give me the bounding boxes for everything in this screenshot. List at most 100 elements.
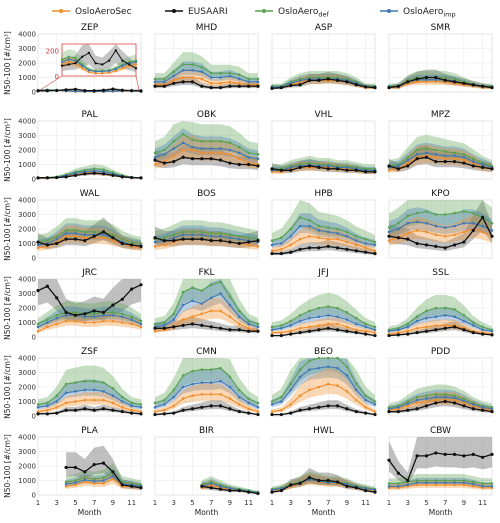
marker-obs	[111, 470, 115, 474]
marker-imp	[163, 324, 166, 327]
marker-imp	[434, 153, 438, 156]
marker-obs	[153, 412, 157, 417]
marker-sec	[397, 331, 400, 334]
marker-imp	[453, 315, 456, 319]
marker-imp	[228, 303, 232, 307]
inset-marker-sec	[121, 67, 124, 70]
marker-obs	[373, 252, 377, 256]
marker-obs	[101, 310, 106, 314]
inset-marker-imp	[87, 69, 91, 72]
marker-imp	[373, 403, 377, 406]
marker-imp	[256, 325, 260, 329]
marker-obs	[345, 407, 349, 411]
marker-def	[289, 227, 293, 231]
marker-obs	[434, 401, 438, 405]
band-imp	[155, 61, 258, 85]
marker-obs	[153, 84, 157, 88]
marker-sec	[308, 388, 311, 392]
ytick-label: 1000	[18, 398, 36, 406]
marker-obs	[424, 454, 429, 458]
marker-obs	[307, 476, 312, 480]
marker-imp	[364, 242, 367, 245]
inset-marker-obs	[121, 59, 124, 62]
marker-sec	[326, 322, 330, 326]
marker-def	[228, 71, 232, 75]
marker-obs	[364, 411, 368, 415]
marker-obs	[73, 408, 78, 412]
marker-imp	[462, 399, 466, 403]
marker-imp	[163, 403, 166, 406]
marker-sec	[237, 322, 241, 326]
panel-jrc: JRC 0 1000 2000 3000 4000 N50-100 [#/cm³]	[3, 268, 143, 342]
marker-obs	[120, 241, 124, 246]
marker-def	[415, 315, 419, 319]
marker-def	[387, 226, 391, 229]
marker-obs	[317, 328, 321, 332]
marker-obs	[354, 249, 358, 253]
panel-title: PLA	[81, 426, 99, 436]
marker-obs	[317, 78, 321, 82]
marker-sec	[163, 408, 166, 412]
marker-imp	[200, 381, 204, 384]
marker-obs	[200, 157, 204, 161]
marker-def	[270, 239, 274, 242]
line-imp	[37, 232, 142, 247]
marker-imp	[490, 485, 494, 488]
marker-obs	[247, 329, 251, 333]
marker-obs	[111, 408, 115, 412]
marker-sec	[228, 315, 232, 319]
ytick-label: 3000	[18, 45, 36, 53]
marker-imp	[406, 158, 410, 162]
marker-imp	[181, 233, 185, 237]
line-imp	[388, 396, 493, 410]
inset-marker-obs	[128, 63, 131, 66]
marker-def	[471, 157, 475, 160]
marker-obs	[256, 491, 260, 496]
marker-imp	[55, 400, 59, 403]
marker-sec	[415, 401, 419, 405]
ytick-label: 4000	[18, 276, 36, 284]
xtick-label: 11	[244, 499, 253, 507]
marker-sec	[280, 248, 283, 251]
marker-obs	[209, 486, 213, 490]
marker-sec	[354, 398, 358, 402]
marker-obs	[237, 410, 241, 414]
marker-sec	[336, 237, 339, 241]
marker-imp	[83, 388, 87, 392]
y-axis-label: N50-100 [#/cm³]	[3, 31, 12, 95]
marker-sec	[92, 321, 96, 324]
marker-imp	[387, 230, 391, 234]
marker-def	[153, 401, 157, 405]
marker-def	[247, 319, 250, 323]
marker-sec	[406, 161, 410, 165]
xtick-label: 7	[443, 499, 447, 507]
marker-imp	[425, 78, 428, 81]
marker-obs	[139, 412, 143, 416]
marker-imp	[471, 160, 475, 163]
marker-imp	[471, 403, 475, 406]
marker-obs	[387, 164, 391, 168]
marker-imp	[397, 406, 400, 409]
marker-obs	[92, 89, 96, 93]
marker-sec	[219, 309, 222, 313]
marker-imp	[237, 151, 241, 155]
line-sec	[154, 393, 259, 413]
marker-def	[415, 148, 419, 152]
marker-obs	[317, 246, 321, 250]
marker-imp	[443, 313, 447, 317]
marker-obs	[462, 454, 466, 458]
marker-obs	[345, 168, 349, 172]
marker-obs	[415, 407, 419, 411]
marker-def	[120, 395, 124, 399]
marker-imp	[471, 324, 475, 327]
marker-sec	[443, 324, 447, 327]
marker-obs	[200, 237, 204, 241]
marker-sec	[172, 154, 176, 158]
marker-sec	[434, 483, 438, 487]
marker-obs	[209, 325, 213, 329]
marker-imp	[462, 155, 466, 159]
line-def	[155, 63, 258, 80]
marker-obs	[36, 240, 40, 244]
marker-sec	[172, 404, 176, 408]
marker-obs	[73, 87, 78, 91]
